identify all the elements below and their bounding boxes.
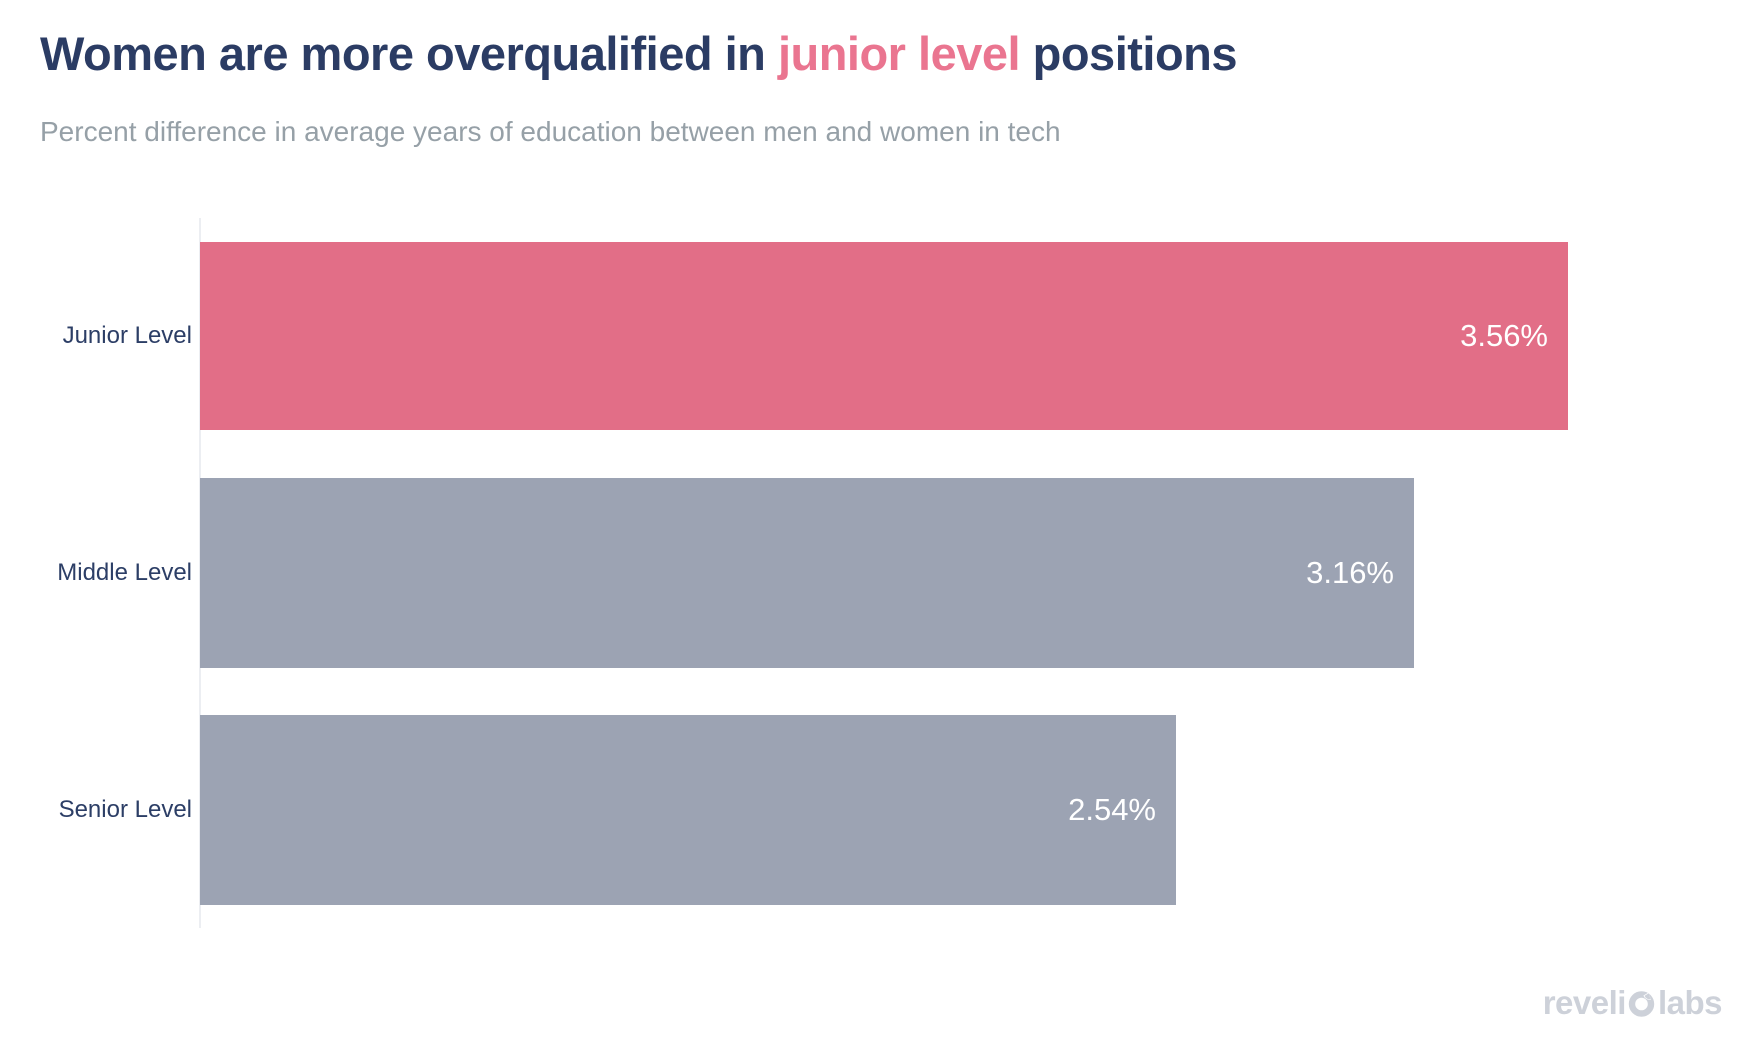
category-label-senior-level: Senior Level	[58, 796, 192, 823]
bar-junior-level: 3.56%	[200, 242, 1568, 430]
chart-subtitle: Percent difference in average years of e…	[40, 116, 1061, 147]
chart-title-highlight: junior level	[777, 27, 1021, 80]
bar-value-label-junior-level: 3.56%	[1460, 318, 1548, 353]
category-label-middle-level: Middle Level	[57, 559, 192, 586]
bar-senior-level: 2.54%	[200, 715, 1176, 905]
bar-row-senior-level: Senior Level 2.54%	[0, 715, 1744, 905]
chart-title-suffix: positions	[1020, 27, 1238, 80]
bar-value-label-middle-level: 3.16%	[1306, 555, 1394, 590]
bar-middle-level: 3.16%	[200, 478, 1414, 668]
logo-text-reveli: reveli	[1542, 984, 1627, 1021]
chart-title-prefix: Women are more overqualified in	[40, 27, 778, 80]
bar-value-label-senior-level: 2.54%	[1068, 792, 1156, 827]
revelio-labs-logo: reveli labs	[1542, 984, 1723, 1021]
revelio-droplet-o-icon	[1628, 991, 1655, 1017]
bar-row-junior-level: Junior Level 3.56%	[0, 242, 1744, 430]
chart-title: Women are more overqualified in junior l…	[40, 26, 1238, 81]
logo-text-labs: labs	[1657, 984, 1723, 1021]
category-label-junior-level: Junior Level	[62, 322, 192, 349]
bar-row-middle-level: Middle Level 3.16%	[0, 478, 1744, 668]
